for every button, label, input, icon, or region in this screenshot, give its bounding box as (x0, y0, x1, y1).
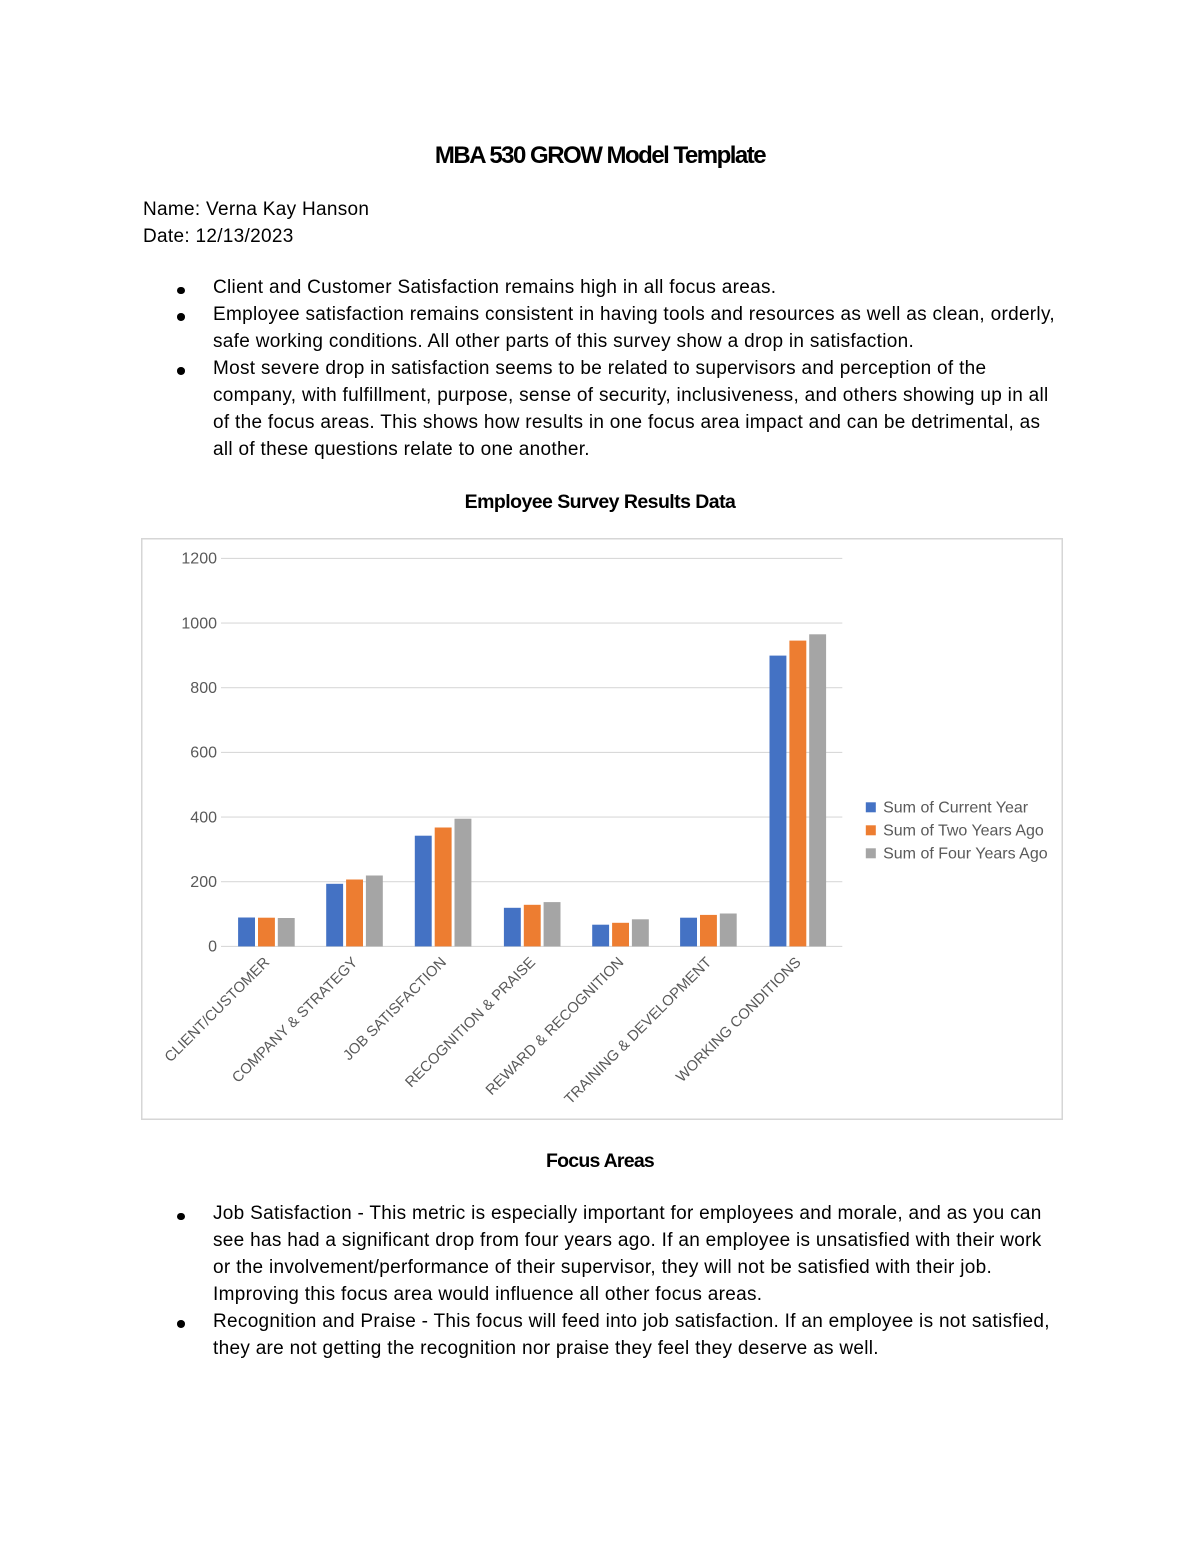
svg-text:1200: 1200 (181, 551, 217, 568)
svg-text:400: 400 (190, 809, 217, 826)
svg-text:1000: 1000 (181, 615, 217, 632)
svg-text:200: 200 (190, 874, 217, 891)
svg-text:Sum of Current Year: Sum of Current Year (883, 799, 1029, 816)
svg-text:800: 800 (190, 680, 217, 697)
svg-text:600: 600 (190, 745, 217, 762)
svg-text:Sum of Four Years Ago: Sum of Four Years Ago (883, 845, 1048, 862)
svg-text:0: 0 (208, 939, 217, 956)
svg-text:Sum of Two Years Ago: Sum of Two Years Ago (883, 822, 1044, 839)
